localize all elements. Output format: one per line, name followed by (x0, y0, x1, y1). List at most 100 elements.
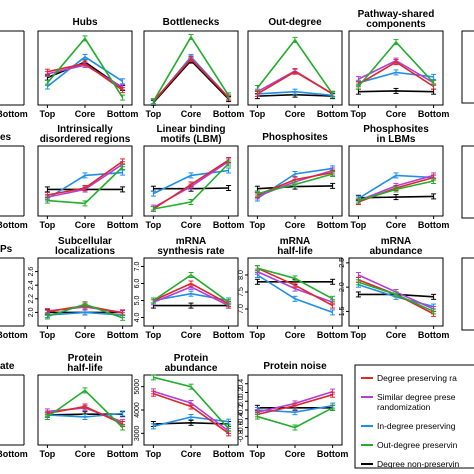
y-tick-label: -0.8 (238, 430, 245, 442)
panel-title: Protein (174, 353, 208, 364)
x-tick-label: Core (181, 330, 202, 340)
panel-7: Phosphosites Top Core Bottom (247, 132, 349, 230)
y-tick-label: 2.0 (339, 282, 346, 292)
x-tick-label: Top (249, 220, 265, 230)
x-tick-label: Bottom (107, 330, 139, 340)
panels: Hubs Top Core Bottom Bottlenecks Top Core Botto… (28, 9, 449, 459)
x-tick-label: Bottom (418, 109, 450, 119)
x-tick-label: Top (350, 330, 366, 340)
x-tick-label: Bottom (317, 449, 349, 459)
panel-title: Bottlenecks (163, 17, 220, 28)
series-line-blue (152, 55, 230, 103)
x-tick-label: Core (181, 109, 202, 119)
y-tick-label: -0.4 (238, 413, 245, 425)
panel-1: Hubs Top Core Bottom (37, 17, 138, 119)
panel-2: Bottlenecks Top Core Bottom (143, 17, 244, 119)
panel-title: mRNA (381, 236, 412, 247)
panel-subtitle: disordered regions (40, 134, 131, 145)
panel-subtitle: abundance (165, 363, 218, 374)
x-tick-label: Core (285, 109, 306, 119)
panel-title: Protein noise (263, 361, 327, 372)
series-line-red (152, 57, 230, 102)
panel-title: Intrinsically (57, 124, 113, 135)
x-tick-label: Top (39, 449, 55, 459)
x-tick-label: Top (39, 220, 55, 230)
panel-title: mRNA (176, 236, 207, 247)
clipped-x-tick-label: Bottom (0, 220, 28, 230)
panel-title: Phosphosites (363, 124, 429, 135)
panel-subtitle: half-life (67, 363, 103, 374)
x-tick-label: Bottom (317, 330, 349, 340)
x-tick-label: Top (145, 330, 161, 340)
legend-label: Degree preserving ra (377, 373, 457, 383)
y-tick-label: 7.5 (238, 287, 245, 297)
x-tick-label: Core (285, 220, 306, 230)
panel-subtitle: abundance (370, 246, 423, 257)
legend: Degree preserving ra Similar degree prese… (354, 364, 474, 469)
x-tick-label: Core (386, 220, 407, 230)
panel-subtitle: half-life (277, 246, 313, 257)
series-line-green (152, 35, 230, 102)
x-tick-label: Top (145, 220, 161, 230)
panel-title: Subcellular (58, 236, 112, 247)
x-tick-label: Core (181, 449, 202, 459)
y-tick-label: 0.2 (238, 388, 245, 398)
x-tick-label: Top (39, 330, 55, 340)
x-tick-label: Bottom (213, 330, 245, 340)
x-tick-label: Bottom (107, 220, 139, 230)
clipped-x-tick-label: Bottom (0, 449, 28, 459)
plot-frame (247, 257, 343, 327)
plot-frame (348, 145, 444, 217)
clipped-panel-edge (461, 145, 474, 219)
y-tick-label: 0.4 (238, 379, 245, 389)
legend-box (354, 364, 474, 469)
y-tick-label: 2.6 (28, 267, 35, 277)
x-tick-label: Top (249, 109, 265, 119)
y-tick-label: 2.4 (28, 280, 35, 290)
panel-title: Hubs (73, 17, 98, 28)
x-tick-label: Core (386, 330, 407, 340)
clipped-x-tick-label: Bottom (0, 109, 28, 119)
legend-label: Similar degree prese (377, 392, 456, 402)
y-tick-label: 2.2 (28, 294, 35, 304)
series-line-purple (152, 57, 230, 102)
clipped-panel-title: ate (0, 361, 15, 372)
panel-title: Out-degree (268, 17, 322, 28)
y-tick-label: 5.0 (134, 296, 141, 306)
panel-subtitle: synthesis rate (157, 246, 225, 257)
y-tick-label: 2.0 (28, 307, 35, 317)
panel-15: Protein noise Top Core Bottom -0.8-0.6-0.4-0… (238, 361, 348, 459)
panel-subtitle: motifs (LBM) (160, 134, 221, 145)
panel-3: Out-degree Top Core Bottom (247, 17, 348, 119)
x-tick-label: Top (145, 109, 161, 119)
panel-title: Linear binding (157, 124, 226, 135)
x-tick-label: Bottom (317, 220, 349, 230)
y-tick-label: 6.0 (134, 279, 141, 289)
y-tick-label: 7.0 (134, 262, 141, 272)
clipped-panel-title: es (0, 132, 12, 143)
panel-subtitle: components (366, 19, 426, 30)
x-tick-label: Bottom (418, 330, 450, 340)
y-tick-label: 7.0 (238, 304, 245, 314)
x-tick-label: Core (285, 330, 306, 340)
clipped-x-tick-label: Bottom (0, 330, 28, 340)
y-tick-label: 1.5 (339, 306, 346, 316)
x-tick-label: Bottom (213, 220, 245, 230)
legend-label-continued: randomization (377, 402, 431, 412)
panel-title: Pathway-shared (358, 9, 435, 20)
clipped-panel-edge (461, 30, 474, 104)
y-tick-label: 0.0 (238, 396, 245, 406)
panel-title: Protein (68, 353, 102, 364)
panel-title: mRNA (280, 236, 311, 247)
x-tick-label: Bottom (213, 449, 245, 459)
